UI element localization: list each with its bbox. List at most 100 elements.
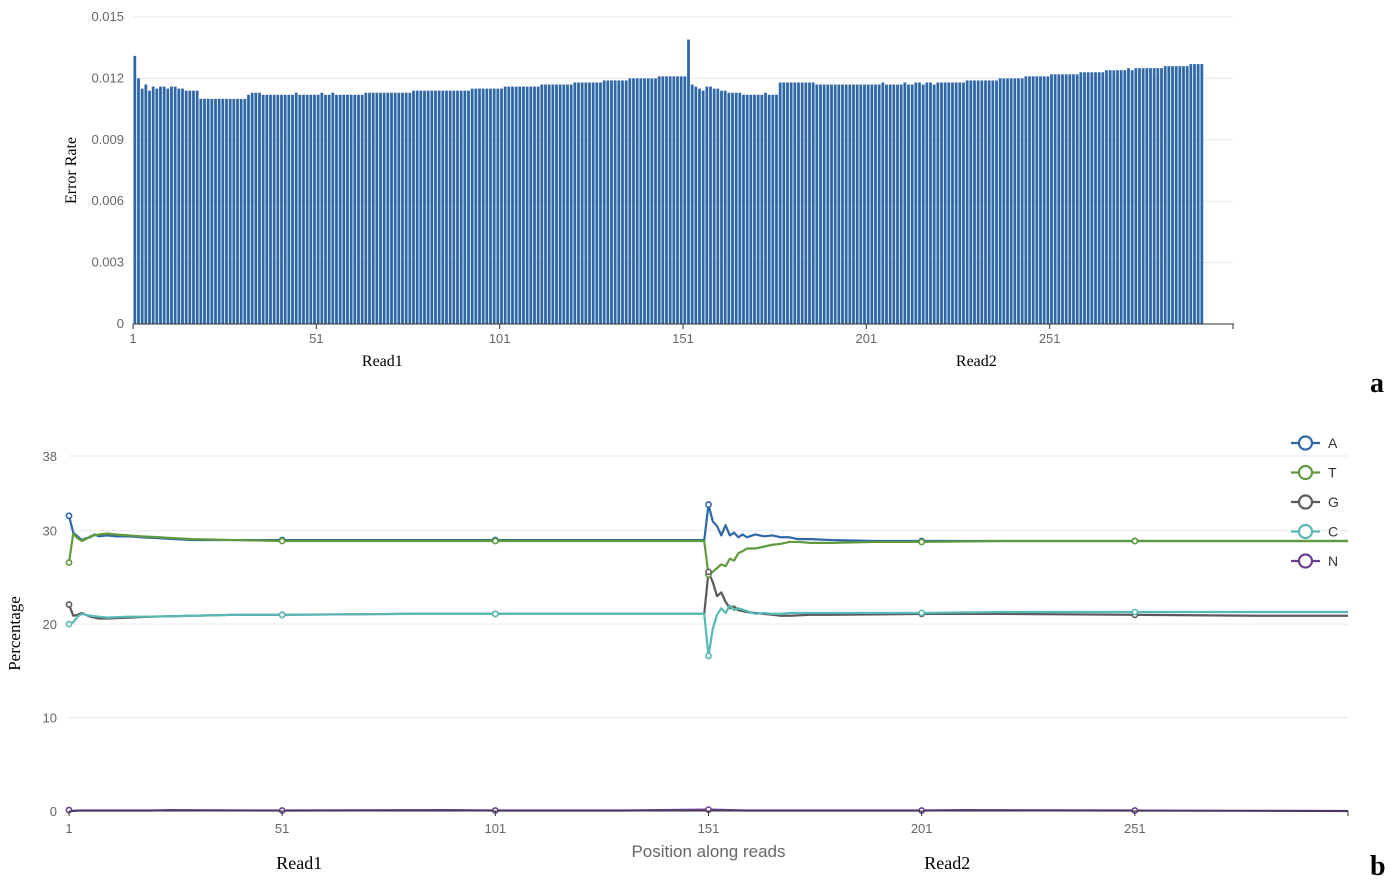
error-rate-bar bbox=[888, 84, 892, 324]
error-rate-bar bbox=[676, 76, 679, 324]
error-rate-bar bbox=[573, 82, 577, 324]
error-rate-bar bbox=[177, 88, 181, 324]
error-rate-bar bbox=[283, 94, 287, 324]
error-rate-bar bbox=[1123, 70, 1127, 324]
error-rate-bar bbox=[885, 84, 888, 324]
error-rate-bar bbox=[595, 82, 599, 324]
error-rate-bar bbox=[503, 86, 507, 324]
series-marker-T bbox=[1131, 537, 1139, 545]
error-rate-bar bbox=[1138, 68, 1141, 325]
error-rate-bar bbox=[775, 94, 778, 324]
error-rate-bar bbox=[320, 92, 324, 324]
series-marker-G bbox=[65, 601, 73, 608]
error-rate-bar bbox=[786, 82, 789, 324]
legend-item-N: N bbox=[1291, 553, 1338, 569]
legend-swatch-marker bbox=[1297, 494, 1314, 510]
error-rate-bar bbox=[760, 94, 764, 324]
error-rate-bar bbox=[327, 94, 331, 324]
error-rate-bar bbox=[1105, 70, 1108, 324]
legend-item-T: T bbox=[1291, 465, 1337, 481]
error-rate-bar bbox=[445, 90, 448, 325]
error-rate-bar bbox=[225, 98, 228, 324]
error-rate-bar bbox=[228, 98, 232, 324]
error-rate-bar bbox=[947, 82, 951, 324]
error-rate-bar bbox=[753, 94, 756, 324]
error-rate-bar bbox=[1108, 70, 1112, 324]
error-rate-bar bbox=[687, 39, 690, 324]
error-rate-bar bbox=[214, 98, 217, 324]
error-rate-bar bbox=[907, 84, 910, 324]
error-rate-bar bbox=[133, 55, 137, 325]
error-rate-bar bbox=[734, 92, 738, 324]
error-rate-bar bbox=[672, 76, 676, 324]
error-rate-bar bbox=[855, 84, 859, 324]
error-rate-bar bbox=[140, 88, 144, 324]
error-rate-bar bbox=[921, 84, 925, 324]
panel-letter-a: a bbox=[1370, 368, 1384, 399]
series-marker-G bbox=[705, 568, 712, 576]
error-rate-bar bbox=[588, 82, 591, 324]
error-rate-bar bbox=[346, 94, 349, 324]
series-line-G bbox=[67, 570, 1348, 620]
error-rate-bar bbox=[408, 92, 412, 324]
error-rate-bar bbox=[701, 90, 705, 325]
error-rate-x-tick-label: 201 bbox=[855, 331, 877, 346]
error-rate-bar bbox=[617, 80, 621, 325]
base-composition-y-tick-label: 30 bbox=[43, 524, 57, 539]
error-rate-bar bbox=[529, 86, 533, 324]
error-rate-bar bbox=[217, 98, 221, 324]
legend-label: T bbox=[1328, 465, 1337, 481]
error-rate-bar bbox=[566, 84, 569, 324]
error-rate-bar bbox=[1031, 76, 1035, 324]
base-composition-x-tick-label: 101 bbox=[484, 821, 506, 836]
base-composition-x-tick-label: 151 bbox=[698, 821, 720, 836]
error-rate-bar bbox=[1196, 64, 1200, 324]
error-rate-bar bbox=[874, 84, 877, 324]
error-rate-bar bbox=[1020, 78, 1024, 325]
base-composition-x-tick-labels: 1 51 101 151 201 251 bbox=[65, 811, 1349, 836]
error-rate-bar bbox=[390, 92, 393, 324]
error-rate-bar bbox=[452, 90, 456, 325]
error-rate-bar bbox=[239, 98, 243, 324]
error-rate-bar bbox=[1050, 74, 1053, 324]
error-rate-bar bbox=[269, 94, 272, 324]
base-composition-y-tick-label: 0 bbox=[50, 804, 57, 819]
error-rate-bar bbox=[998, 78, 1002, 325]
error-rate-bar bbox=[382, 92, 386, 324]
error-rate-bar bbox=[613, 80, 617, 325]
error-rate-bar bbox=[393, 92, 397, 324]
series-marker-A bbox=[65, 512, 73, 520]
error-rate-bar bbox=[379, 92, 382, 324]
error-rate-bar bbox=[709, 86, 712, 324]
error-rate-bar bbox=[610, 80, 613, 325]
error-rate-y-tick-label: 0.012 bbox=[91, 70, 124, 85]
error-rate-bar bbox=[1046, 76, 1050, 324]
error-rate-bar bbox=[665, 76, 668, 324]
base-composition-y-axis-title: Percentage bbox=[5, 596, 24, 671]
error-rate-bar bbox=[525, 86, 529, 324]
error-rate-bar bbox=[793, 82, 797, 324]
error-rate-bar bbox=[199, 98, 203, 324]
error-rate-bar bbox=[903, 82, 907, 324]
error-rate-bar bbox=[778, 82, 782, 324]
error-rate-bar bbox=[980, 80, 984, 325]
error-rate-bar bbox=[485, 88, 489, 324]
error-rate-bar bbox=[848, 84, 852, 324]
error-rate-bar bbox=[151, 86, 155, 324]
legend-item-C: C bbox=[1291, 524, 1338, 540]
error-rate-bar bbox=[954, 82, 958, 324]
error-rate-bar bbox=[313, 94, 316, 324]
error-rate-bar bbox=[951, 82, 954, 324]
error-rate-bar bbox=[294, 92, 298, 324]
base-composition-x-tick-label: 51 bbox=[275, 821, 289, 836]
error-rate-bar bbox=[584, 82, 588, 324]
error-rate-bar bbox=[1079, 72, 1083, 324]
error-rate-bar bbox=[536, 86, 540, 324]
error-rate-bar bbox=[533, 86, 536, 324]
legend-item-A: A bbox=[1291, 435, 1338, 451]
error-rate-bar bbox=[925, 82, 929, 324]
error-rate-bar bbox=[995, 80, 998, 325]
error-rate-bar bbox=[914, 82, 918, 324]
